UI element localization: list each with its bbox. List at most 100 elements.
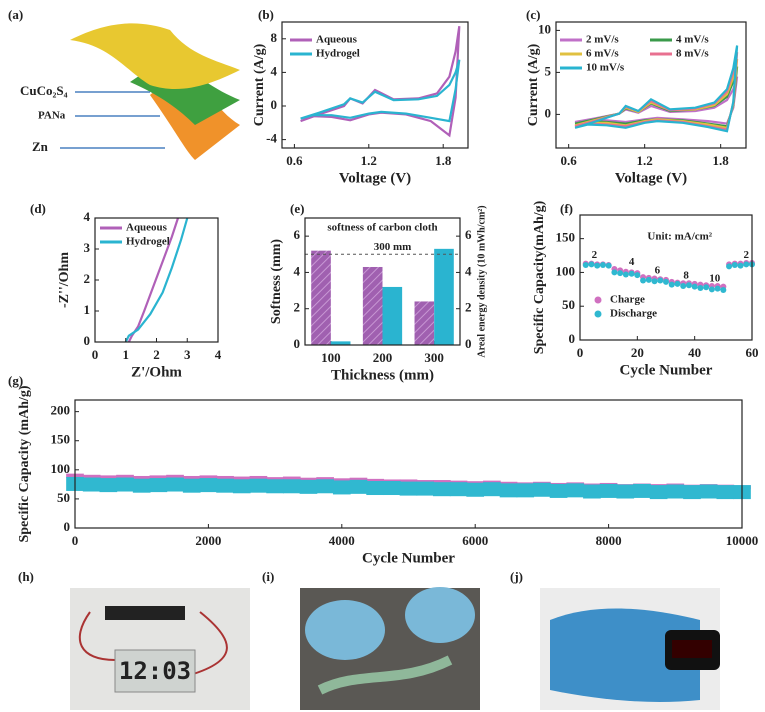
point	[316, 479, 334, 493]
point	[669, 282, 675, 288]
point	[83, 478, 101, 492]
layer-label: Zn	[32, 139, 49, 154]
point	[686, 282, 692, 288]
x-tick-label: 1.8	[713, 153, 730, 168]
y-tick-label: 50	[562, 297, 575, 312]
figure: (a) CuCo₂S₄ PANa Zn (h) 12:03 (i) (j) (b…	[0, 0, 765, 712]
point	[697, 285, 703, 291]
y-tick-label: 3	[84, 240, 91, 255]
point	[533, 483, 551, 497]
x-tick-label: 60	[746, 345, 759, 360]
point	[611, 269, 617, 275]
legend-marker	[595, 297, 602, 304]
legend-label: Hydrogel	[126, 236, 170, 248]
legend-label: Charge	[610, 294, 645, 306]
point	[732, 262, 738, 268]
page: {"schematic": {"label": "(a)", "layers":…	[0, 0, 765, 712]
layer-label: PANa	[38, 110, 66, 122]
panel-label: (f)	[560, 201, 573, 216]
x-axis-label: Voltage (V)	[615, 170, 687, 186]
point	[594, 263, 600, 269]
y2-tick-label: 6	[465, 227, 472, 242]
panel-label: (c)	[526, 7, 540, 22]
legend-marker	[595, 311, 602, 318]
point	[516, 483, 534, 497]
y-tick-label: 10	[538, 21, 551, 36]
x-axis-label: Thickness (mm)	[331, 367, 434, 383]
point	[650, 485, 668, 499]
y-tick-label: 6	[294, 227, 301, 242]
point	[100, 478, 118, 492]
layer-label: CuCo₂S₄	[20, 83, 68, 98]
display-text: 12:03	[119, 657, 191, 685]
y-tick-label: 100	[556, 263, 576, 278]
y-axis-label: Specific Capacity(mAh/g)	[532, 200, 547, 354]
x-tick-label: 0	[72, 533, 79, 548]
x-tick-label: 0	[92, 347, 99, 362]
photo-h: (h) 12:03	[18, 569, 250, 710]
point	[716, 485, 734, 499]
series-line	[575, 77, 737, 124]
point	[366, 481, 384, 495]
x-axis-label: Z'/Ohm	[131, 364, 182, 380]
annotation: softness of carbon cloth	[327, 222, 437, 234]
y-tick-label: 0	[64, 519, 71, 534]
y-tick-label: 2	[84, 271, 91, 286]
point	[703, 284, 709, 290]
point	[466, 483, 484, 497]
point	[743, 261, 749, 267]
legend-label: Aqueous	[316, 34, 358, 46]
point	[663, 279, 669, 285]
point	[500, 483, 518, 497]
point	[674, 281, 680, 287]
legend-label: 6 mV/s	[586, 48, 619, 60]
point	[726, 263, 732, 269]
point	[600, 262, 606, 268]
point	[633, 484, 651, 498]
point	[550, 484, 568, 498]
x-tick-label: 100	[321, 350, 341, 365]
point	[629, 271, 635, 277]
point	[200, 478, 218, 492]
point	[266, 479, 284, 493]
y2-tick-label: 2	[465, 300, 472, 315]
panel-label: (b)	[258, 7, 274, 22]
panel-label: (i)	[262, 569, 274, 584]
series-line	[301, 60, 460, 121]
bar	[383, 287, 403, 345]
point	[150, 478, 168, 492]
point	[300, 480, 318, 494]
point	[250, 479, 268, 493]
y-axis-label: -Z''/Ohm	[57, 252, 72, 308]
y2-tick-label: 0	[465, 336, 472, 351]
legend-label: 8 mV/s	[676, 48, 709, 60]
rate-label: 6	[655, 265, 661, 277]
x-tick-label: 1	[123, 347, 130, 362]
point	[738, 263, 744, 269]
y-tick-label: 5	[545, 63, 552, 78]
point	[566, 483, 584, 497]
x-tick-label: 0.6	[561, 153, 578, 168]
y-tick-label: 0	[294, 336, 301, 351]
panel-label: (a)	[8, 7, 23, 22]
bar	[363, 267, 383, 345]
y-axis-label: Current (A/g)	[252, 43, 267, 126]
device	[105, 606, 185, 620]
y-tick-label: 0	[84, 333, 91, 348]
rate-label: 8	[683, 269, 689, 281]
point	[709, 286, 715, 292]
x-tick-label: 200	[373, 350, 393, 365]
schematic: (a) CuCo₂S₄ PANa Zn	[8, 7, 240, 160]
x-axis-label: Cycle Number	[362, 550, 455, 566]
x-tick-label: 10000	[726, 533, 759, 548]
point	[333, 480, 351, 494]
watch-screen	[672, 640, 712, 658]
y2-tick-label: 4	[465, 263, 472, 278]
point	[350, 480, 368, 494]
panel-label: (j)	[510, 569, 523, 584]
point	[433, 482, 451, 496]
y-tick-label: 0	[271, 97, 278, 112]
legend-label: Aqueous	[126, 222, 168, 234]
x-tick-label: 1.8	[435, 153, 452, 168]
rate-label: 2	[592, 249, 598, 261]
